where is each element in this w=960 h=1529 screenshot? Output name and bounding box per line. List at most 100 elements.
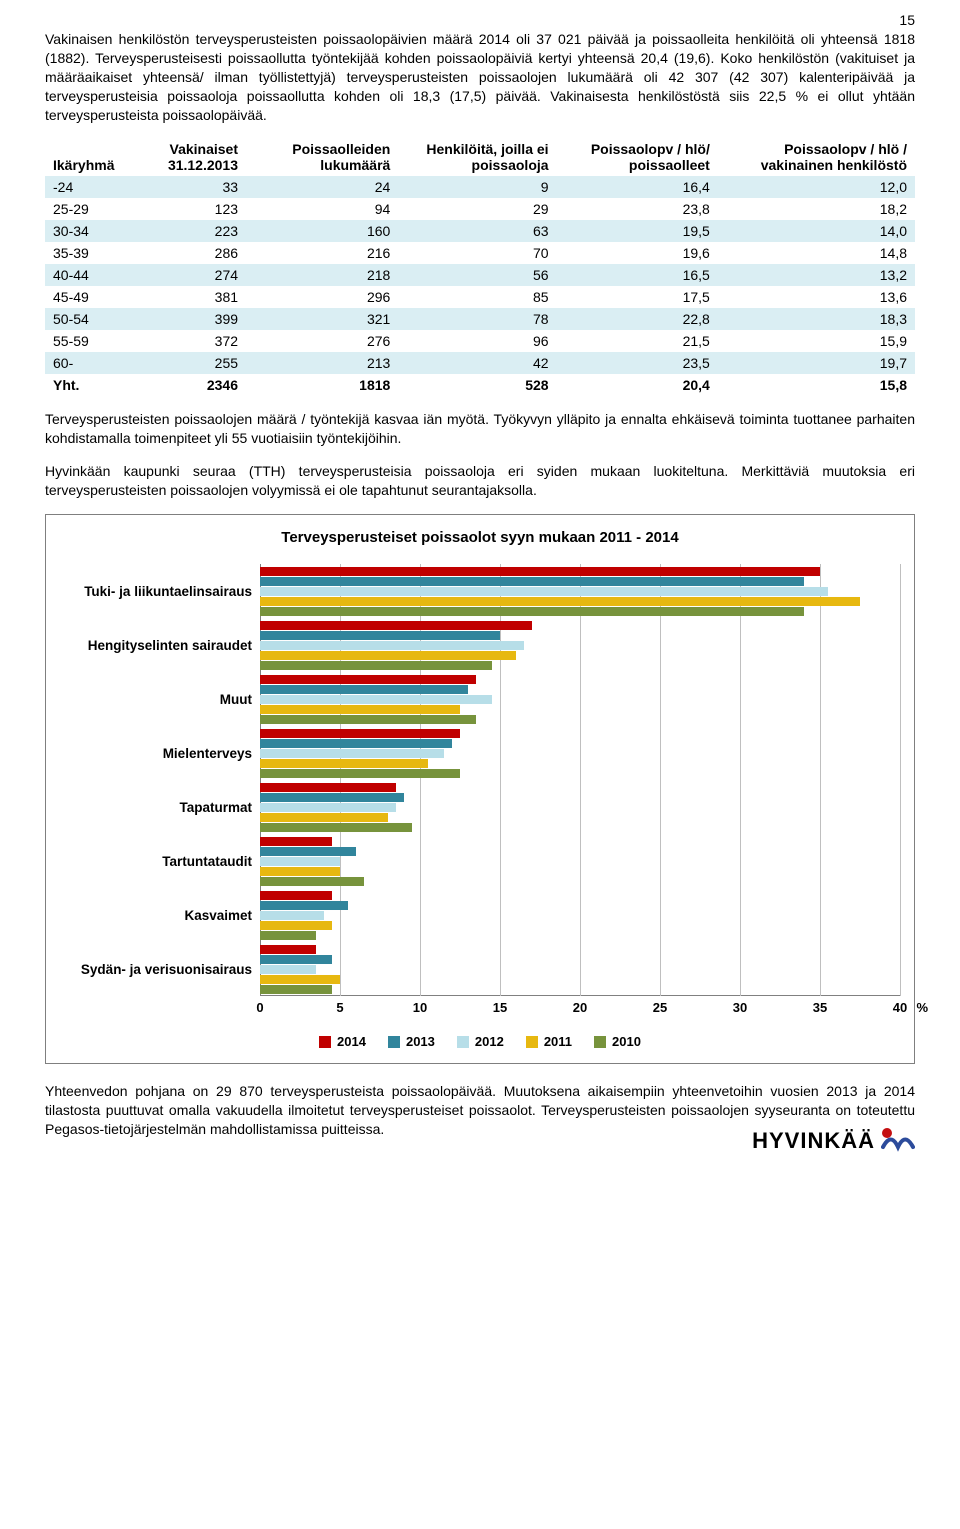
bar xyxy=(260,891,332,900)
table-cell: 29 xyxy=(398,198,556,220)
bar xyxy=(260,921,332,930)
table-total-row: Yht.2346181852820,415,8 xyxy=(45,374,915,396)
table-cell: 19,7 xyxy=(718,352,915,374)
bar xyxy=(260,759,428,768)
table-row: 35-392862167019,614,8 xyxy=(45,242,915,264)
bar xyxy=(260,675,476,684)
grid-line xyxy=(900,564,901,996)
bar-group xyxy=(260,564,900,618)
paragraph-2: Terveysperusteisten poissaolojen määrä /… xyxy=(45,410,915,448)
bar xyxy=(260,965,316,974)
bar xyxy=(260,793,404,802)
table-cell: 213 xyxy=(246,352,398,374)
bar-group xyxy=(260,834,900,888)
table-row: 55-593722769621,515,9 xyxy=(45,330,915,352)
bar xyxy=(260,911,324,920)
bar xyxy=(260,857,340,866)
bar xyxy=(260,813,388,822)
table-cell: 274 xyxy=(122,264,246,286)
table-cell: 216 xyxy=(246,242,398,264)
legend-item: 2011 xyxy=(526,1034,572,1049)
legend-item: 2010 xyxy=(594,1034,641,1049)
table-cell: 78 xyxy=(398,308,556,330)
x-tick-label: 30 xyxy=(733,1000,747,1015)
bar xyxy=(260,567,820,576)
table-cell: 20,4 xyxy=(557,374,718,396)
table-cell: 14,8 xyxy=(718,242,915,264)
x-tick-label: 35 xyxy=(813,1000,827,1015)
bar xyxy=(260,901,348,910)
legend-label: 2013 xyxy=(406,1034,435,1049)
bar xyxy=(260,607,804,616)
bar xyxy=(260,661,492,670)
bar xyxy=(260,823,412,832)
bar xyxy=(260,631,500,640)
table-row: 45-493812968517,513,6 xyxy=(45,286,915,308)
bar xyxy=(260,803,396,812)
category-label: Tapaturmat xyxy=(60,780,260,834)
table-cell: 528 xyxy=(398,374,556,396)
bar xyxy=(260,931,316,940)
table-cell: 296 xyxy=(246,286,398,308)
table-cell: 96 xyxy=(398,330,556,352)
bar xyxy=(260,729,460,738)
table-cell: 18,3 xyxy=(718,308,915,330)
table-cell: 2346 xyxy=(122,374,246,396)
category-label: Kasvaimet xyxy=(60,888,260,942)
table-cell: 94 xyxy=(246,198,398,220)
table-header: Poissaolleiden lukumäärä xyxy=(246,138,398,176)
table-cell: 16,5 xyxy=(557,264,718,286)
table-cell: 13,2 xyxy=(718,264,915,286)
bar xyxy=(260,587,828,596)
logo-mark-icon xyxy=(881,1127,915,1155)
table-cell: 1818 xyxy=(246,374,398,396)
category-label: Sydän- ja verisuonisairaus xyxy=(60,942,260,996)
table-cell: 35-39 xyxy=(45,242,122,264)
table-cell: 63 xyxy=(398,220,556,242)
bar xyxy=(260,769,460,778)
bar xyxy=(260,783,396,792)
bar-group xyxy=(260,942,900,996)
bar xyxy=(260,945,316,954)
bar xyxy=(260,847,356,856)
table-cell: 42 xyxy=(398,352,556,374)
category-label: Tuki- ja liikuntaelinsairaus xyxy=(60,564,260,618)
bar xyxy=(260,597,860,606)
x-tick-label: 5 xyxy=(336,1000,343,1015)
x-tick-label: 10 xyxy=(413,1000,427,1015)
table-cell: 12,0 xyxy=(718,176,915,198)
table-cell: 381 xyxy=(122,286,246,308)
table-header: Ikäryhmä xyxy=(45,138,122,176)
bar xyxy=(260,621,532,630)
x-tick-label: 15 xyxy=(493,1000,507,1015)
table-cell: 223 xyxy=(122,220,246,242)
category-label: Hengityselinten sairaudet xyxy=(60,618,260,672)
legend-label: 2012 xyxy=(475,1034,504,1049)
table-header: Henkilöitä, joilla ei poissaoloja xyxy=(398,138,556,176)
chart-title: Terveysperusteiset poissaolot syyn mukaa… xyxy=(60,529,900,546)
table-cell: 70 xyxy=(398,242,556,264)
page-number: 15 xyxy=(899,12,915,28)
paragraph-1: Vakinaisen henkilöstön terveysperusteist… xyxy=(45,30,915,124)
table-cell: 321 xyxy=(246,308,398,330)
legend-item: 2013 xyxy=(388,1034,435,1049)
bar xyxy=(260,641,524,650)
table-cell: 372 xyxy=(122,330,246,352)
legend-label: 2011 xyxy=(544,1034,572,1049)
table-header: Vakinaiset 31.12.2013 xyxy=(122,138,246,176)
logo-text: HYVINKÄÄ xyxy=(752,1128,875,1154)
table-cell: 15,8 xyxy=(718,374,915,396)
legend-swatch xyxy=(388,1036,400,1048)
bar xyxy=(260,705,460,714)
table-cell: 14,0 xyxy=(718,220,915,242)
footer-logo: HYVINKÄÄ xyxy=(752,1127,915,1155)
bar xyxy=(260,685,468,694)
table-cell: 286 xyxy=(122,242,246,264)
bar xyxy=(260,695,492,704)
bar xyxy=(260,877,364,886)
table-cell: 55-59 xyxy=(45,330,122,352)
bar xyxy=(260,837,332,846)
table-cell: 40-44 xyxy=(45,264,122,286)
table-cell: 56 xyxy=(398,264,556,286)
chart-legend: 20142013201220112010 xyxy=(60,1034,900,1049)
